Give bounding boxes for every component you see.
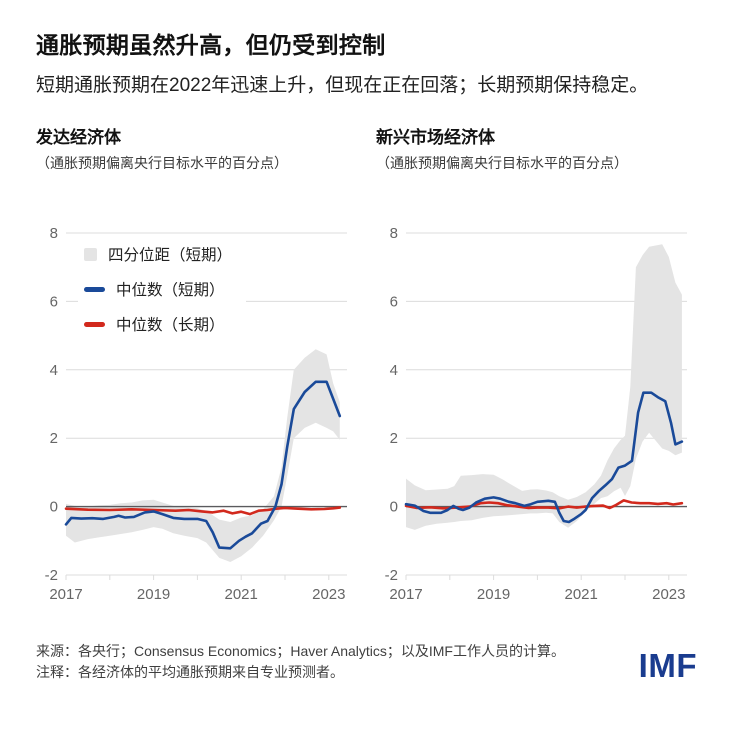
long-term-line-swatch <box>84 321 105 327</box>
x-tick-label: 2019 <box>477 586 510 603</box>
y-tick-label: 2 <box>50 430 58 447</box>
x-tick-label: 2017 <box>49 586 82 603</box>
panel-units-caption: （通胀预期偏离央行目标水平的百分点） <box>36 155 288 171</box>
x-tick-label: 2021 <box>565 586 598 603</box>
x-tick-label: 2023 <box>312 586 345 603</box>
y-tick-label: 0 <box>390 499 398 516</box>
panel-units-caption: （通胀预期偏离央行目标水平的百分点） <box>376 155 628 171</box>
panel-title-emerging: 新兴市场经济体 <box>376 128 495 147</box>
method-note: 注释：各经济体的平均通胀预期来自专业预测者。 <box>36 664 344 680</box>
chart-panels: 发达经济体 （通胀预期偏离央行目标水平的百分点） 8 6 4 2 0 -2 2017 2019… <box>36 123 699 615</box>
chart-wrap-advanced: 8 6 4 2 0 -2 2017 2019 2021 2023 四分位距（短期） 中位数（短期）… <box>36 213 366 615</box>
panel-emerging-markets: 新兴市场经济体 （通胀预期偏离央行目标水平的百分点） 8 6 4 2 0 -2 2017 20… <box>376 123 706 615</box>
long-term-median-line <box>404 499 684 510</box>
emerging-markets-chart: 8 6 4 2 0 -2 2017 2019 2021 2023 <box>376 213 706 615</box>
source-note: 来源：各央行；Consensus Economics；Haver Analyti… <box>36 643 565 659</box>
figure-subtitle: 短期通胀预期在2022年迅速上升，但现在正在回落；长期预期保持稳定。 <box>36 75 649 96</box>
legend-item-short-term: 中位数（短期） <box>84 278 232 300</box>
iqr-band-swatch <box>84 247 97 261</box>
y-tick-label: 4 <box>390 362 398 379</box>
y-tick-label: 0 <box>50 499 58 516</box>
y-tick-label: 6 <box>390 293 398 310</box>
y-tick-label: -2 <box>45 567 58 584</box>
x-tick-label: 2019 <box>137 586 170 603</box>
y-tick-label: 8 <box>390 225 398 242</box>
iqr-band <box>406 244 682 530</box>
long-term-median-line <box>64 506 342 516</box>
y-tick-label: 2 <box>390 430 398 447</box>
y-tick-label: -2 <box>385 567 398 584</box>
short-term-line-swatch <box>84 286 105 292</box>
footnotes: 来源：各央行；Consensus Economics；Haver Analyti… <box>36 641 565 683</box>
legend-label-short-term: 中位数（短期） <box>116 282 225 299</box>
iqr-band <box>66 349 340 562</box>
x-tick-label: 2021 <box>225 586 258 603</box>
short-term-median-line <box>64 380 342 550</box>
legend-label-iqr: 四分位距（短期） <box>108 247 233 264</box>
figure-title: 通胀预期虽然升高，但仍受到控制 <box>36 32 386 58</box>
y-tick-label: 4 <box>50 362 58 379</box>
legend-label-long-term: 中位数（长期） <box>116 317 225 334</box>
chart-legend: 四分位距（短期） 中位数（短期） 中位数（长期） <box>78 237 247 348</box>
panel-advanced-economies: 发达经济体 （通胀预期偏离央行目标水平的百分点） 8 6 4 2 0 -2 2017 2019… <box>36 123 366 615</box>
figure-footer: 来源：各央行；Consensus Economics；Haver Analyti… <box>36 641 699 685</box>
y-tick-label: 8 <box>50 225 58 242</box>
emerging-market-economies-svg: 8 6 4 2 0 -2 2017 2019 2021 2023 <box>385 225 687 603</box>
imf-logo: IMF <box>638 647 697 684</box>
x-tick-label: 2023 <box>652 586 685 603</box>
advanced-economies-chart: 8 6 4 2 0 -2 2017 2019 2021 2023 <box>36 213 366 615</box>
legend-item-long-term: 中位数（长期） <box>84 313 232 335</box>
legend-item-iqr: 四分位距（短期） <box>84 243 232 265</box>
x-tick-label: 2017 <box>389 586 422 603</box>
short-term-median-line <box>404 391 684 524</box>
chart-wrap-emerging: 8 6 4 2 0 -2 2017 2019 2021 2023 <box>376 213 706 615</box>
y-tick-label: 6 <box>50 293 58 310</box>
panel-title-advanced: 发达经济体 <box>36 128 121 147</box>
advanced-economies-svg: 8 6 4 2 0 -2 2017 2019 2021 2023 <box>45 225 347 603</box>
